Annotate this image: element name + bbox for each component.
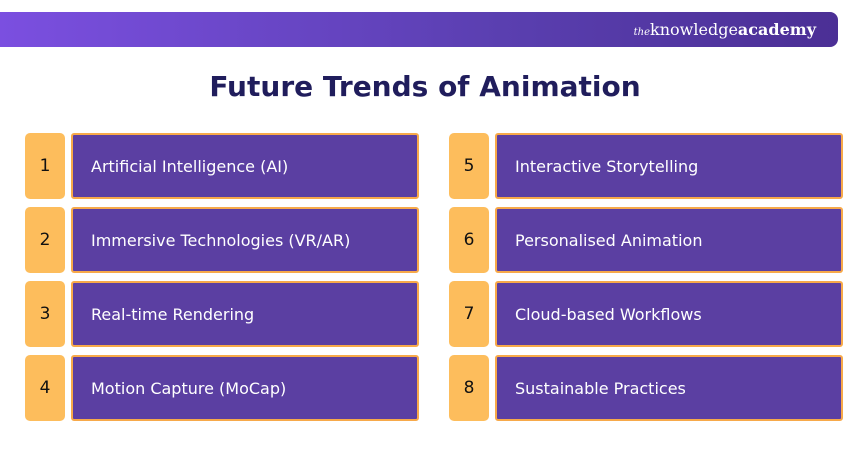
header-bar: theknowledgeacademy bbox=[0, 12, 838, 47]
item-label: Motion Capture (MoCap) bbox=[71, 355, 419, 421]
item-number: 8 bbox=[449, 355, 489, 421]
brand-word: knowledge bbox=[650, 20, 738, 39]
item-label: Personalised Animation bbox=[495, 207, 843, 273]
brand-logo: theknowledgeacademy bbox=[634, 20, 816, 39]
item-label: Sustainable Practices bbox=[495, 355, 843, 421]
item-number: 3 bbox=[25, 281, 65, 347]
item-label: Cloud-based Workflows bbox=[495, 281, 843, 347]
item-label: Artificial Intelligence (AI) bbox=[71, 133, 419, 199]
item-label: Real-time Rendering bbox=[71, 281, 419, 347]
brand-prefix: the bbox=[633, 27, 651, 38]
item-number: 7 bbox=[449, 281, 489, 347]
item-label: Immersive Technologies (VR/AR) bbox=[71, 207, 419, 273]
item-number: 2 bbox=[25, 207, 65, 273]
page-title: Future Trends of Animation bbox=[209, 70, 641, 103]
brand-word: academy bbox=[737, 20, 816, 39]
item-number: 5 bbox=[449, 133, 489, 199]
item-number: 1 bbox=[25, 133, 65, 199]
item-number: 6 bbox=[449, 207, 489, 273]
item-number: 4 bbox=[25, 355, 65, 421]
item-label: Interactive Storytelling bbox=[495, 133, 843, 199]
